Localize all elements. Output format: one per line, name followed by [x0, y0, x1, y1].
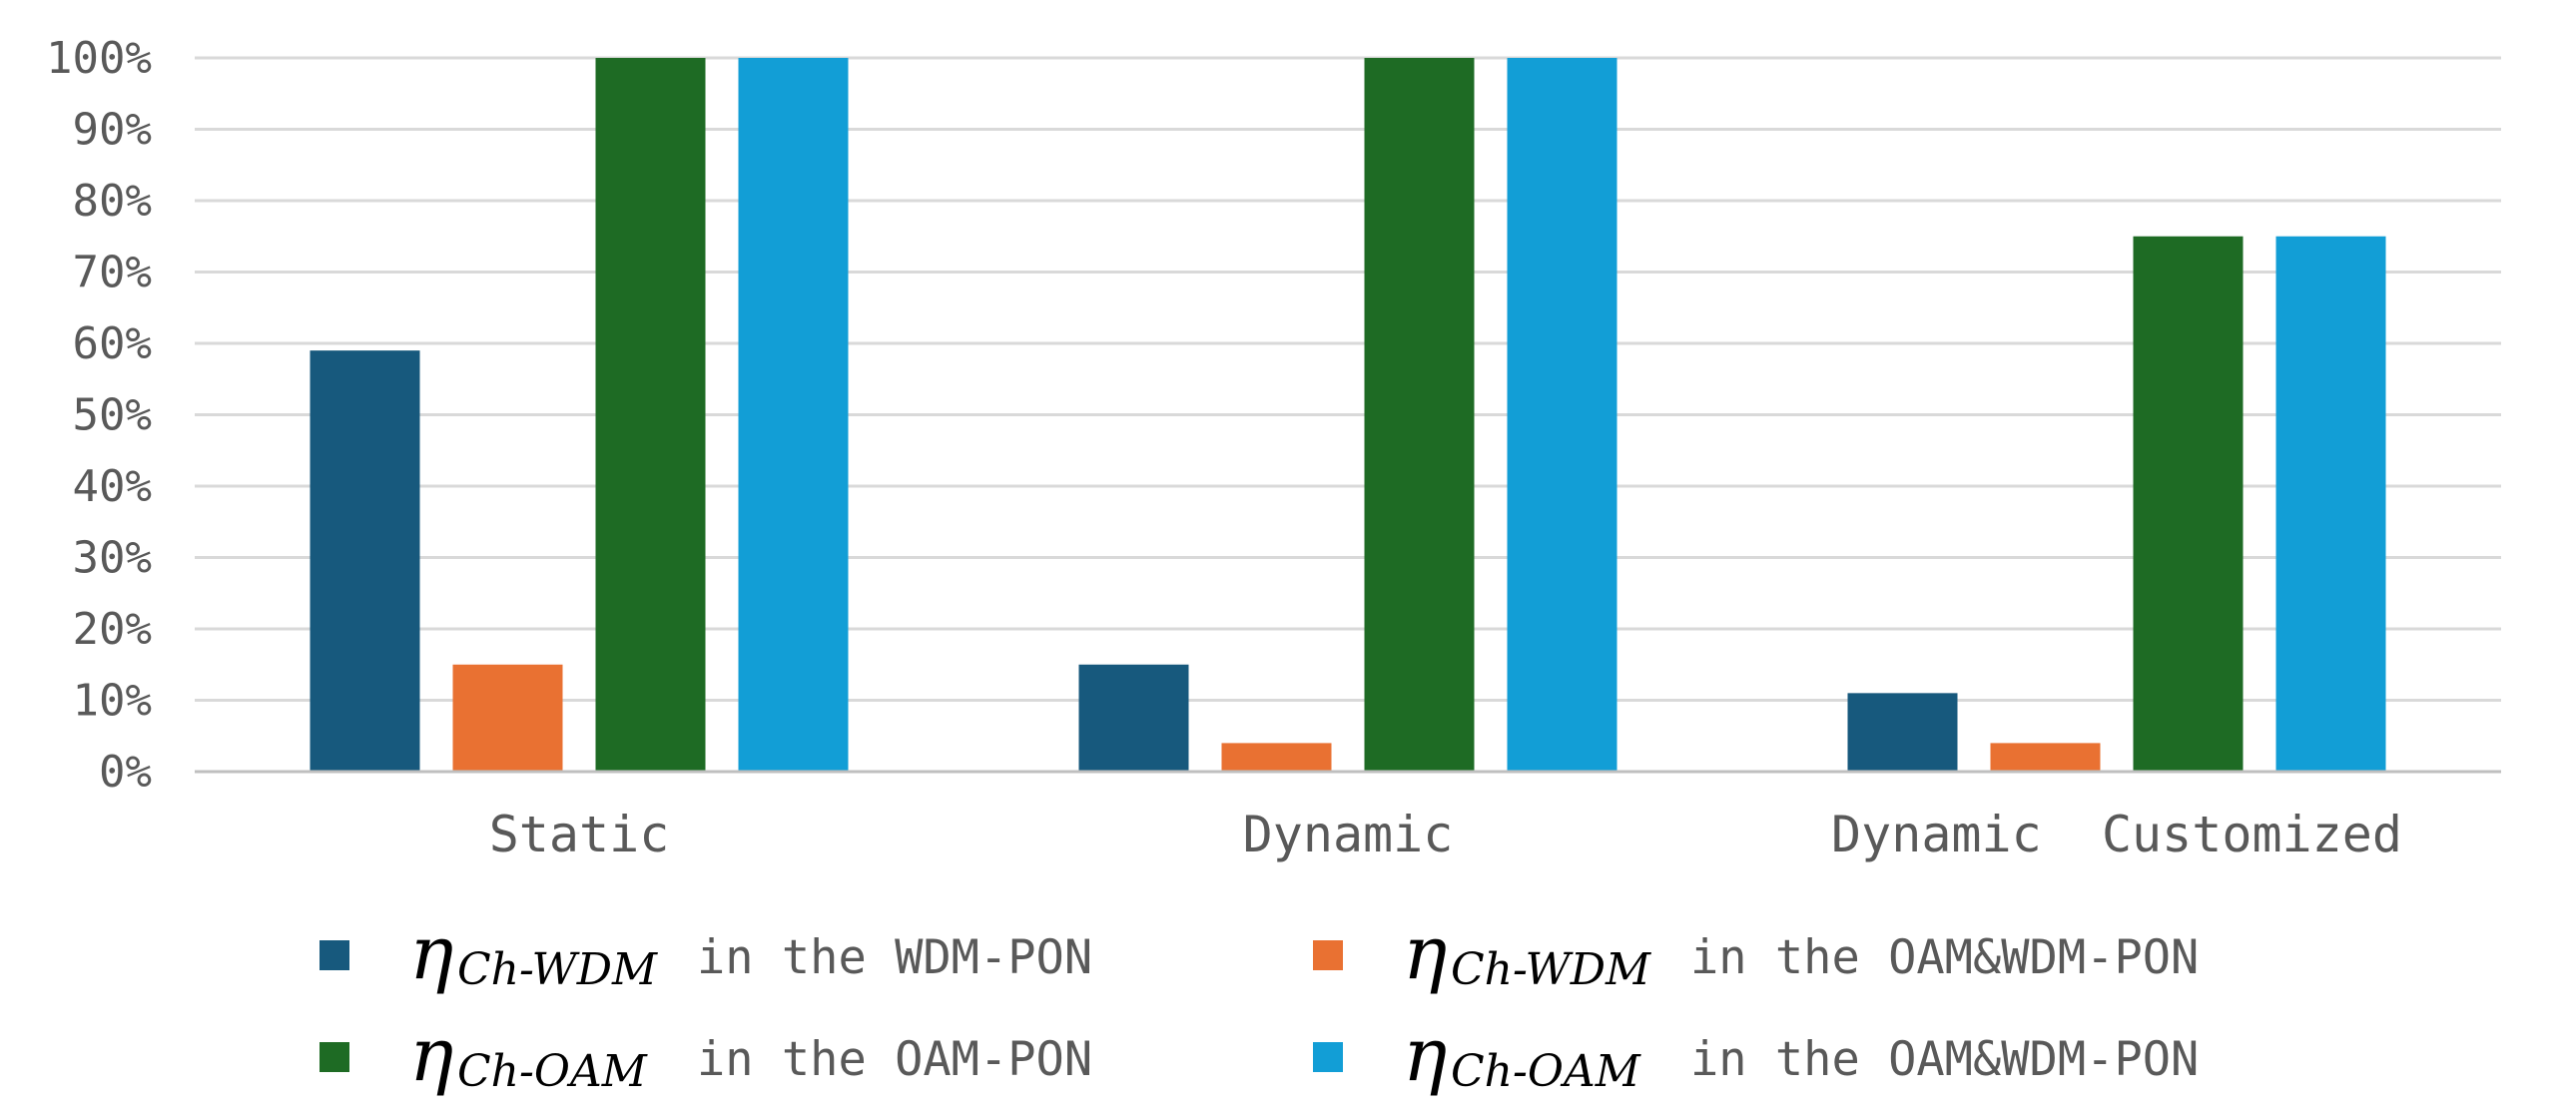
bar [1847, 693, 1958, 772]
y-tick-label: 10% [73, 676, 152, 727]
y-tick-label: 90% [73, 105, 152, 156]
legend-subscript: Ch-OAM [1451, 1046, 1641, 1097]
bar [1990, 743, 2101, 772]
legend-subscript: Ch-OAM [457, 1046, 648, 1097]
legend-eta-symbol: η [409, 910, 453, 996]
bars [310, 58, 2386, 772]
legend-eta-symbol: η [1403, 1012, 1447, 1098]
legend-label: in the OAM&WDM-PON [1690, 930, 2199, 985]
bar [2133, 236, 2244, 772]
y-tick-label: 70% [73, 248, 152, 298]
y-tick-label: 20% [73, 604, 152, 655]
legend-eta-symbol: η [1403, 910, 1447, 996]
legend-label: in the OAM&WDM-PON [1690, 1032, 2199, 1087]
bar [1507, 58, 1617, 772]
y-tick-label: 30% [73, 533, 152, 584]
legend-swatch [1313, 1042, 1343, 1072]
x-axis-categories: Static Dynamic Dynamic Customized [489, 806, 2402, 863]
bar [2275, 236, 2386, 772]
gridlines [195, 56, 2501, 702]
bar [1078, 664, 1189, 772]
legend-subscript: Ch-WDM [457, 944, 658, 995]
y-tick-label: 60% [73, 318, 152, 369]
legend-eta-symbol: η [409, 1012, 453, 1098]
bar [1364, 58, 1475, 772]
bar [452, 664, 563, 772]
legend-swatch [320, 1042, 349, 1072]
x-category-label: Dynamic Customized [1831, 806, 2402, 863]
bar [1221, 743, 1332, 772]
bar [738, 58, 849, 772]
y-tick-label: 100% [46, 33, 152, 84]
legend-label: in the OAM-PON [697, 1032, 1092, 1087]
y-axis-ticks: 0% 10% 20% 30% 40% 50% 60% 70% 80% 90% 100% [46, 33, 152, 798]
y-tick-label: 80% [73, 176, 152, 227]
legend-swatch [320, 940, 349, 970]
legend-label: in the WDM-PON [697, 930, 1092, 985]
x-category-label: Static [489, 806, 670, 863]
y-tick-label: 50% [73, 390, 152, 441]
legend: η Ch-WDM in the WDM-PON η Ch-WDM in the OAM&W… [320, 910, 2199, 1098]
y-tick-label: 0% [99, 747, 152, 798]
x-category-label: Dynamic [1243, 806, 1454, 863]
bar [595, 58, 706, 772]
legend-swatch [1313, 940, 1343, 970]
bar [310, 350, 420, 772]
y-tick-label: 40% [73, 461, 152, 512]
legend-subscript: Ch-WDM [1451, 944, 1651, 995]
